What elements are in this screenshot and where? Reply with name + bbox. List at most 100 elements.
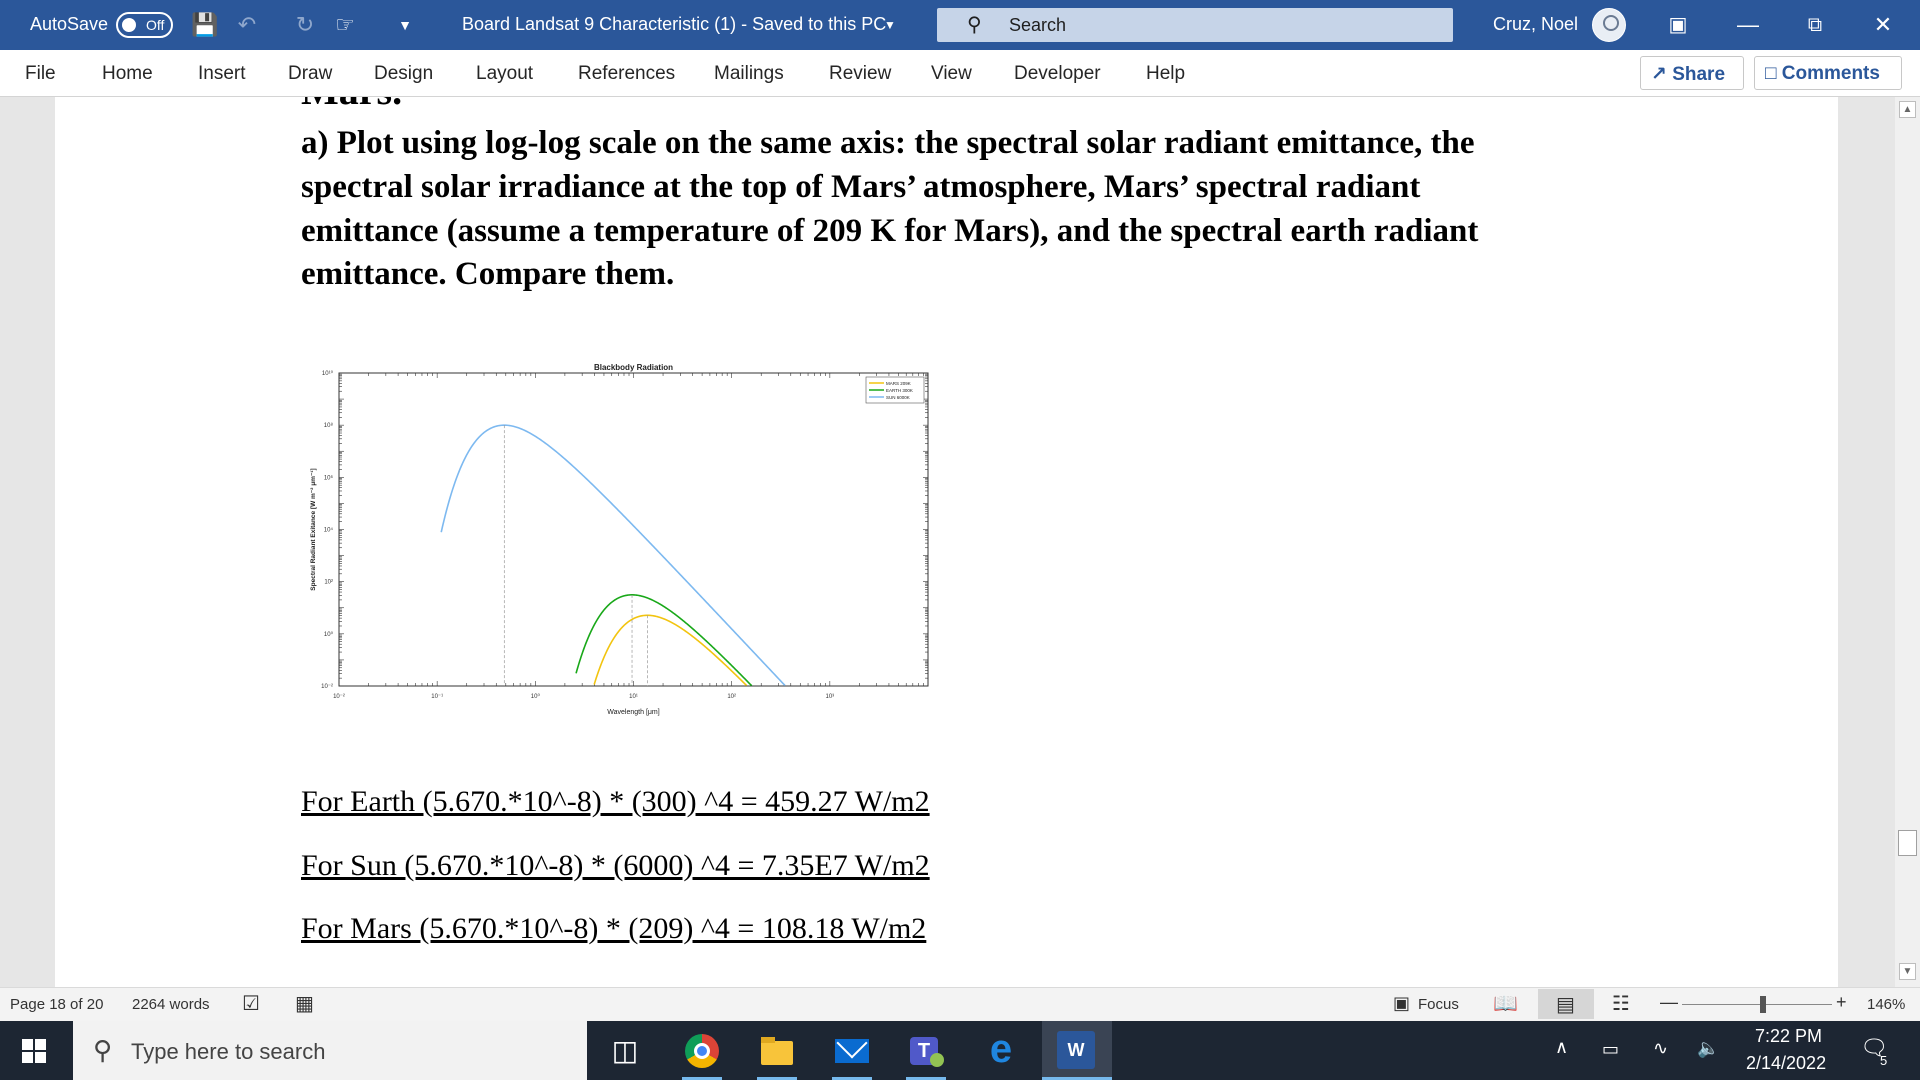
user-name[interactable]: Cruz, Noel (1493, 14, 1579, 34)
question-line-2: spectral solar irradiance at the top of … (301, 169, 1421, 205)
windows-start-icon[interactable] (22, 1039, 46, 1063)
battery-icon[interactable]: ▭ (1602, 1039, 1620, 1059)
tab-draw[interactable]: Draw (288, 63, 333, 84)
tray-chevron-icon[interactable]: ∧ (1555, 1037, 1569, 1057)
comments-button[interactable]: □ Comments (1754, 56, 1902, 90)
x-tick-label: 10³ (825, 694, 834, 700)
scroll-up-icon[interactable]: ▲ (1899, 101, 1916, 118)
tab-developer[interactable]: Developer (1014, 63, 1101, 84)
y-tick-label: 10² (324, 580, 333, 586)
tab-references[interactable]: References (578, 63, 676, 84)
series-line-earth-300k (575, 594, 753, 687)
web-layout-icon[interactable]: ☷ (1612, 993, 1630, 1015)
question-line-3: emittance (assume a temperature of 209 K… (301, 213, 1479, 249)
read-mode-icon[interactable]: 📖 (1493, 993, 1518, 1015)
chart-background (301, 341, 941, 761)
taskbar-search-icon: ⚲ (93, 1035, 113, 1065)
wifi-icon[interactable]: ∿ (1653, 1038, 1669, 1058)
notification-icon[interactable]: 🗨 (1860, 1035, 1888, 1060)
document-canvas[interactable]: Mars. a) Plot using log-log scale on the… (0, 97, 1895, 987)
scroll-thumb[interactable] (1898, 830, 1917, 856)
task-view-icon[interactable]: ◫ (611, 1035, 639, 1066)
page-count[interactable]: Page 18 of 20 (10, 996, 104, 1013)
search-placeholder: Search (1009, 15, 1067, 35)
chart-title: Blackbody Radiation (594, 363, 673, 372)
equation-earth: For Earth (5.670.*10^-8) * (300) ^4 = 45… (301, 785, 930, 818)
teams-running-indicator (906, 1077, 946, 1080)
clock-date[interactable]: 2/14/2022 (1746, 1053, 1827, 1073)
word-count[interactable]: 2264 words (132, 996, 210, 1013)
save-icon[interactable]: 💾 (191, 12, 219, 37)
autosave-state: Off (146, 17, 165, 33)
mail-icon[interactable] (832, 1027, 872, 1071)
word-taskbar-button[interactable]: W (1042, 1021, 1112, 1080)
comment-icon: □ (1765, 63, 1777, 84)
tab-home[interactable]: Home (102, 63, 153, 84)
notification-badge: 5 (1880, 1053, 1888, 1068)
equation-mars: For Mars (5.670.*10^-8) * (209) ^4 = 108… (301, 912, 927, 945)
taskbar-search-placeholder: Type here to search (131, 1039, 326, 1064)
legend-entry: MARS 209K (886, 381, 911, 386)
customize-toolbar-icon[interactable]: ▼ (398, 17, 412, 33)
tab-insert[interactable]: Insert (198, 63, 246, 84)
toggle-knob (122, 18, 136, 32)
autosave-toggle[interactable]: Off (116, 12, 173, 38)
tab-layout[interactable]: Layout (476, 63, 534, 84)
print-layout-button[interactable]: ▤ (1538, 989, 1594, 1019)
zoom-in-icon[interactable]: + (1836, 992, 1847, 1012)
tab-view[interactable]: View (931, 63, 972, 84)
tab-help[interactable]: Help (1146, 63, 1186, 84)
focus-icon[interactable]: ▣ (1393, 993, 1411, 1013)
tab-mailings[interactable]: Mailings (714, 63, 784, 84)
print-layout-icon: ▤ (1556, 994, 1575, 1016)
volume-icon[interactable]: 🔈 (1697, 1038, 1720, 1058)
undo-icon[interactable]: ↶ (237, 12, 257, 37)
clock-time[interactable]: 7:22 PM (1755, 1026, 1823, 1046)
zoom-slider-thumb[interactable] (1760, 996, 1766, 1013)
search-icon: ⚲ (967, 14, 982, 36)
y-tick-label: 10⁴ (324, 527, 334, 534)
legend-entry: SUN 6000K (886, 395, 910, 400)
zoom-slider[interactable] (1682, 1004, 1832, 1005)
touch-mode-icon[interactable]: ☞ (335, 12, 355, 37)
title-dropdown-icon[interactable]: ▼ (884, 18, 896, 32)
status-bar: Page 18 of 20 2264 words ☑ ▦ ▣ Focus 📖 ▤… (0, 987, 1920, 1021)
minimize-icon[interactable]: — (1737, 12, 1759, 37)
chrome-icon[interactable] (682, 1031, 722, 1071)
y-axis-label: Spectral Radiant Exitance [W m⁻² μm⁻¹] (310, 468, 317, 590)
x-tick-label: 10⁻¹ (431, 694, 443, 700)
zoom-level[interactable]: 146% (1867, 996, 1906, 1013)
share-button[interactable]: ↗ Share (1640, 56, 1744, 90)
y-tick-label: 10¹⁰ (322, 370, 334, 377)
redo-icon[interactable]: ↻ (295, 12, 315, 37)
y-tick-label: 10⁰ (324, 631, 334, 638)
word-running-indicator (1042, 1077, 1112, 1080)
tab-design[interactable]: Design (374, 63, 434, 84)
zoom-out-icon[interactable]: — (1660, 992, 1678, 1012)
scroll-down-icon[interactable]: ▼ (1899, 963, 1916, 980)
document-page[interactable]: Mars. a) Plot using log-log scale on the… (55, 97, 1838, 987)
x-axis-label: Wavelength [μm] (607, 709, 659, 716)
teams-icon[interactable]: T (906, 1031, 946, 1071)
proofing-icon[interactable]: ☑ (242, 993, 260, 1015)
mail-running-indicator (832, 1077, 872, 1080)
focus-label[interactable]: Focus (1418, 996, 1459, 1013)
accessibility-icon[interactable]: ▦ (295, 993, 314, 1015)
x-tick-label: 10¹ (629, 694, 638, 700)
taskbar-search-input[interactable]: ⚲ Type here to search (73, 1021, 587, 1080)
edge-icon[interactable]: e (989, 1027, 1013, 1071)
avatar[interactable] (1592, 8, 1626, 42)
x-tick-label: 10² (727, 694, 736, 700)
file-explorer-icon[interactable] (757, 1031, 797, 1071)
restore-icon[interactable]: ⧉ (1807, 14, 1823, 36)
ribbon-display-icon[interactable]: ▣ (1668, 14, 1688, 36)
tab-review[interactable]: Review (829, 63, 892, 84)
autosave-label: AutoSave (30, 14, 109, 34)
ribbon-tabs: File Home Insert Draw Design Layout Refe… (0, 50, 1920, 97)
search-input[interactable]: ⚲ Search (937, 8, 1453, 42)
tab-file[interactable]: File (25, 63, 56, 84)
close-icon[interactable]: ✕ (1873, 12, 1893, 37)
legend-entry: EARTH 300K (886, 388, 913, 393)
document-title[interactable]: Board Landsat 9 Characteristic (1) - Sav… (462, 14, 887, 34)
vertical-scrollbar[interactable]: ▲ ▼ (1895, 97, 1920, 987)
